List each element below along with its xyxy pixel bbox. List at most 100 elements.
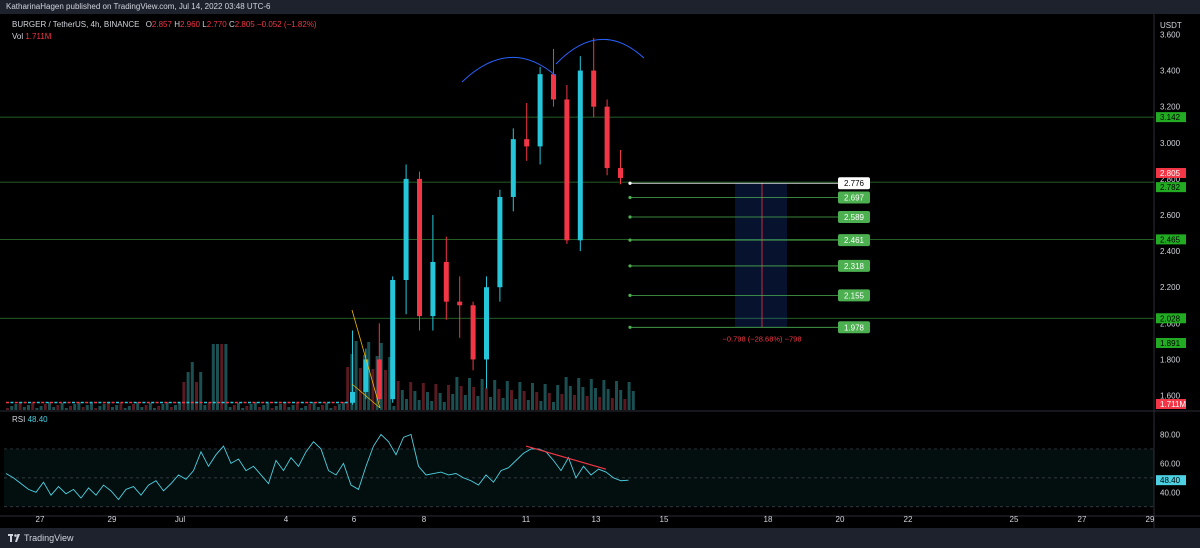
- candle: [274, 401, 278, 404]
- volume-bar: [77, 402, 81, 410]
- target-badge: [838, 191, 870, 204]
- volume-bar: [136, 402, 140, 410]
- volume-bar: [619, 390, 623, 410]
- candle: [45, 401, 49, 404]
- candle: [10, 401, 14, 404]
- volume-bar: [556, 385, 560, 410]
- target-dot: [628, 195, 632, 200]
- volume-bar: [174, 405, 177, 410]
- candle: [252, 401, 256, 404]
- volume-bar: [165, 402, 169, 410]
- candle-body: [350, 391, 355, 403]
- volume-bar: [501, 398, 505, 410]
- candle-body: [604, 106, 610, 169]
- volume-bar: [480, 379, 484, 410]
- volume-bar: [409, 382, 413, 410]
- candle-body: [430, 261, 436, 317]
- volume-bar: [249, 404, 253, 410]
- volume-bar: [568, 386, 572, 410]
- target-dot: [628, 238, 632, 242]
- candle: [270, 401, 273, 404]
- volume-bar: [606, 389, 610, 410]
- volume-bar: [43, 404, 47, 410]
- vol-label: Vol: [12, 32, 24, 41]
- volume-bar: [388, 357, 392, 410]
- price-label-badge: [1156, 234, 1186, 245]
- rsi-legend[interactable]: RSI 48.40: [12, 415, 48, 424]
- candle: [204, 401, 207, 404]
- candle: [287, 401, 291, 404]
- volume-bar: [312, 402, 316, 410]
- candle: [283, 401, 287, 404]
- volume-bar: [216, 344, 219, 410]
- volume-bar: [476, 396, 480, 410]
- volume-bar: [308, 404, 312, 410]
- volume-bar: [169, 407, 173, 410]
- pattern-line: [351, 309, 381, 409]
- candle-body: [497, 196, 503, 288]
- ohlc-o-label: O: [145, 20, 152, 29]
- volume-bar: [127, 406, 131, 410]
- publisher-bar: KatharinaHagen published on TradingView.…: [0, 0, 1200, 14]
- candle: [344, 401, 348, 404]
- candle: [102, 401, 106, 404]
- symbol-legend[interactable]: BURGER / TetherUS, 4h, BINANCE O2.857 H2…: [12, 20, 317, 29]
- rsi-value-badge: [1156, 475, 1186, 486]
- target-label: 2.461: [844, 236, 865, 245]
- volume-bar: [266, 403, 270, 410]
- candle: [182, 401, 185, 404]
- candle: [261, 401, 265, 404]
- volume-bar: [342, 402, 345, 410]
- volume-bar: [98, 406, 102, 410]
- target-label: 1.978: [844, 323, 865, 332]
- candle: [168, 401, 172, 404]
- volume-bar: [451, 394, 455, 410]
- time-axis-tick: 27: [36, 515, 45, 524]
- volume-bar: [615, 381, 618, 410]
- volume-bar: [237, 403, 240, 410]
- volume-bar: [148, 403, 152, 410]
- volume-bar: [468, 378, 471, 410]
- price-label-text: 2.782: [1160, 183, 1181, 192]
- candle: [76, 401, 80, 404]
- volume-bar: [489, 397, 492, 410]
- ohlc-c-label: C: [228, 20, 235, 29]
- chart-canvas[interactable]: −0.798 (−28.68%) −798 2.776 2.697 2.589 2.4…: [0, 14, 1200, 528]
- volume-legend[interactable]: Vol 1.711M: [12, 32, 51, 41]
- candle: [54, 401, 58, 404]
- rsi-axis-tick: 40.00: [1160, 488, 1181, 497]
- candle: [300, 401, 304, 404]
- volume-bar: [350, 354, 354, 410]
- candle: [124, 401, 128, 404]
- ohlc-h: 2.960: [179, 20, 200, 29]
- volume-bar: [337, 404, 341, 410]
- volume-bar: [371, 369, 375, 410]
- volume-bar: [153, 408, 156, 410]
- candle: [32, 401, 36, 404]
- volume-bar: [598, 397, 602, 410]
- candle-body: [618, 168, 623, 178]
- time-axis-tick: 4: [284, 515, 289, 524]
- volume-bar: [279, 404, 282, 410]
- candle: [89, 401, 93, 404]
- volume-bar: [10, 406, 14, 410]
- volume-bar: [510, 390, 513, 410]
- volume-bar: [346, 367, 350, 410]
- volume-bar: [56, 405, 60, 410]
- footer-brand: TradingView: [24, 533, 74, 543]
- symbol-name: BURGER / TetherUS, 4h, BINANCE: [12, 20, 140, 29]
- target-badge: [838, 289, 870, 302]
- volume-bar: [39, 406, 43, 410]
- candle: [239, 401, 243, 404]
- volume-bar: [157, 406, 161, 410]
- candle: [186, 401, 190, 404]
- volume-bar: [258, 407, 261, 410]
- volume-bar: [27, 405, 30, 410]
- volume-bar: [531, 383, 534, 410]
- rsi-label: RSI: [12, 415, 26, 424]
- volume-bar: [472, 387, 476, 410]
- volume-bar: [564, 377, 568, 410]
- price-label-badge: [1156, 313, 1186, 324]
- volume-bar: [447, 385, 450, 410]
- price-axis-currency: USDT: [1160, 21, 1182, 30]
